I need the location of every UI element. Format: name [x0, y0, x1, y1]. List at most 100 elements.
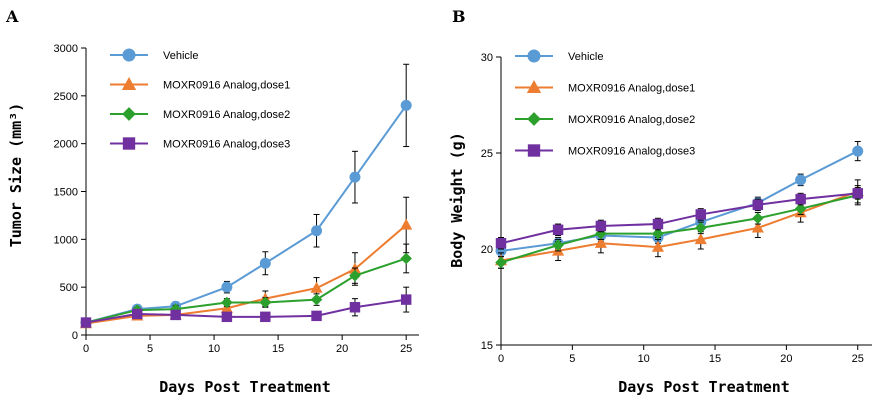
data-point-b-4 — [752, 199, 764, 211]
legend-marker-a-1 — [122, 48, 136, 62]
x-tick-label-b: 25 — [852, 353, 864, 365]
legend-label-b-4: MOXR0916 Analog,dose3 — [568, 146, 695, 158]
x-tick-label-a: 25 — [400, 343, 412, 355]
data-point-a-2 — [400, 218, 413, 230]
data-point-a-4 — [260, 311, 271, 323]
legend-label-b-1: Vehicle — [568, 51, 603, 63]
y-tick-label-a: 2000 — [54, 139, 78, 151]
data-point-b-2 — [751, 221, 764, 233]
data-point-a-2 — [310, 281, 323, 293]
data-point-b-1 — [795, 174, 807, 186]
legend-label-a-3: MOXR0916 Analog,dose2 — [163, 109, 290, 121]
data-point-b-4 — [652, 218, 664, 230]
data-point-a-1 — [311, 225, 323, 237]
x-tick-label-b: 15 — [709, 353, 721, 365]
data-point-a-3 — [259, 296, 272, 309]
legend-a: Vehicle MOXR0916 Analog,dose1 MOXR0916 Ana… — [110, 48, 290, 151]
legend-marker-a-3 — [122, 107, 136, 121]
data-point-a-1 — [259, 257, 271, 269]
x-tick-label-a: 0 — [83, 343, 89, 355]
legend-marker-b-1 — [527, 49, 541, 63]
chart-a: A Days Post Treatment Tumor Size (mm³) 0… — [5, 7, 419, 396]
data-point-b-3 — [794, 202, 807, 215]
data-point-b-3 — [752, 212, 764, 225]
y-axis-title-b: Body Weight (g) — [448, 132, 466, 267]
series-line-b-3 — [500, 194, 858, 264]
x-tick-label-a: 15 — [272, 343, 284, 355]
x-axis-title-b: Days Post Treatment — [618, 378, 790, 396]
legend-marker-a-4 — [122, 137, 136, 150]
data-point-a-1 — [349, 171, 361, 183]
data-point-b-4 — [552, 224, 564, 236]
data-point-b-2 — [694, 233, 707, 245]
data-point-b-4 — [852, 188, 863, 199]
data-point-a-4 — [221, 311, 233, 323]
data-point-a-3 — [349, 269, 361, 282]
legend-b: Vehicle MOXR0916 Analog,dose1 MOXR0916 Ana… — [515, 49, 695, 158]
data-point-b-4 — [695, 209, 706, 220]
y-tick-label-a: 0 — [72, 330, 78, 342]
series-b-3 — [495, 185, 864, 269]
y-tick-label-b: 15 — [481, 340, 493, 352]
series-b-4 — [495, 187, 863, 250]
series-line-b-4 — [500, 192, 858, 245]
data-point-a-3 — [400, 252, 412, 265]
series-line-a-3 — [85, 257, 407, 324]
data-point-b-4 — [595, 220, 607, 232]
x-tick-label-b: 5 — [569, 353, 575, 365]
legend-label-a-2: MOXR0916 Analog,dose1 — [163, 80, 290, 92]
data-point-b-3 — [694, 222, 707, 234]
data-point-a-4 — [170, 309, 181, 321]
data-point-b-4 — [795, 193, 806, 205]
legend-marker-b-4 — [527, 144, 541, 157]
y-tick-label-b: 20 — [481, 244, 493, 256]
data-point-a-1 — [221, 281, 233, 293]
y-tick-label-a: 2500 — [54, 91, 78, 103]
chart-b: B Days Post Treatment Body Weight (g) 15… — [448, 7, 872, 396]
data-point-a-1 — [400, 99, 412, 111]
y-tick-label-a: 1000 — [54, 234, 78, 246]
data-point-b-3 — [495, 256, 507, 269]
x-tick-label-b: 0 — [498, 353, 504, 365]
legend-marker-b-3 — [527, 112, 541, 126]
y-axis-title-a: Tumor Size (mm³) — [7, 103, 25, 248]
data-point-b-2 — [651, 240, 665, 252]
x-tick-label-b: 10 — [638, 353, 650, 365]
legend-label-b-3: MOXR0916 Analog,dose2 — [568, 114, 695, 126]
data-point-a-4 — [311, 310, 322, 322]
data-point-a-4 — [400, 294, 412, 305]
legend-marker-a-2 — [121, 77, 137, 91]
x-tick-label-a: 5 — [147, 343, 153, 355]
series-line-a-4 — [85, 298, 407, 324]
panel-letter-a: A — [5, 7, 19, 26]
x-tick-label-a: 20 — [336, 343, 348, 355]
data-point-a-4 — [349, 302, 361, 313]
x-axis-title-a: Days Post Treatment — [159, 378, 331, 396]
data-point-b-1 — [852, 145, 864, 157]
series-a-4 — [80, 286, 412, 328]
data-point-a-3 — [221, 296, 233, 309]
data-point-b-3 — [652, 227, 664, 240]
legend-label-a-4: MOXR0916 Analog,dose3 — [163, 139, 290, 151]
data-point-a-4 — [132, 308, 143, 320]
legend-label-a-1: Vehicle — [163, 50, 198, 62]
y-tick-label-a: 500 — [60, 282, 78, 294]
data-point-a-4 — [80, 317, 92, 328]
data-point-b-3 — [552, 239, 564, 251]
data-point-b-2 — [594, 236, 607, 248]
x-tick-label-b: 20 — [780, 353, 792, 365]
y-tick-label-b: 30 — [481, 52, 493, 64]
legend-label-b-2: MOXR0916 Analog,dose1 — [568, 83, 695, 95]
y-tick-label-b: 25 — [481, 148, 493, 160]
y-tick-label-a: 3000 — [54, 43, 78, 55]
legend-marker-b-2 — [526, 80, 542, 94]
x-tick-label-a: 10 — [208, 343, 220, 355]
panel-letter-b: B — [452, 7, 466, 26]
series-line-b-2 — [500, 190, 859, 262]
data-point-a-3 — [310, 293, 323, 306]
y-tick-label-a: 1500 — [54, 187, 78, 199]
data-point-b-4 — [495, 238, 507, 249]
series-line-a-1 — [85, 104, 408, 324]
